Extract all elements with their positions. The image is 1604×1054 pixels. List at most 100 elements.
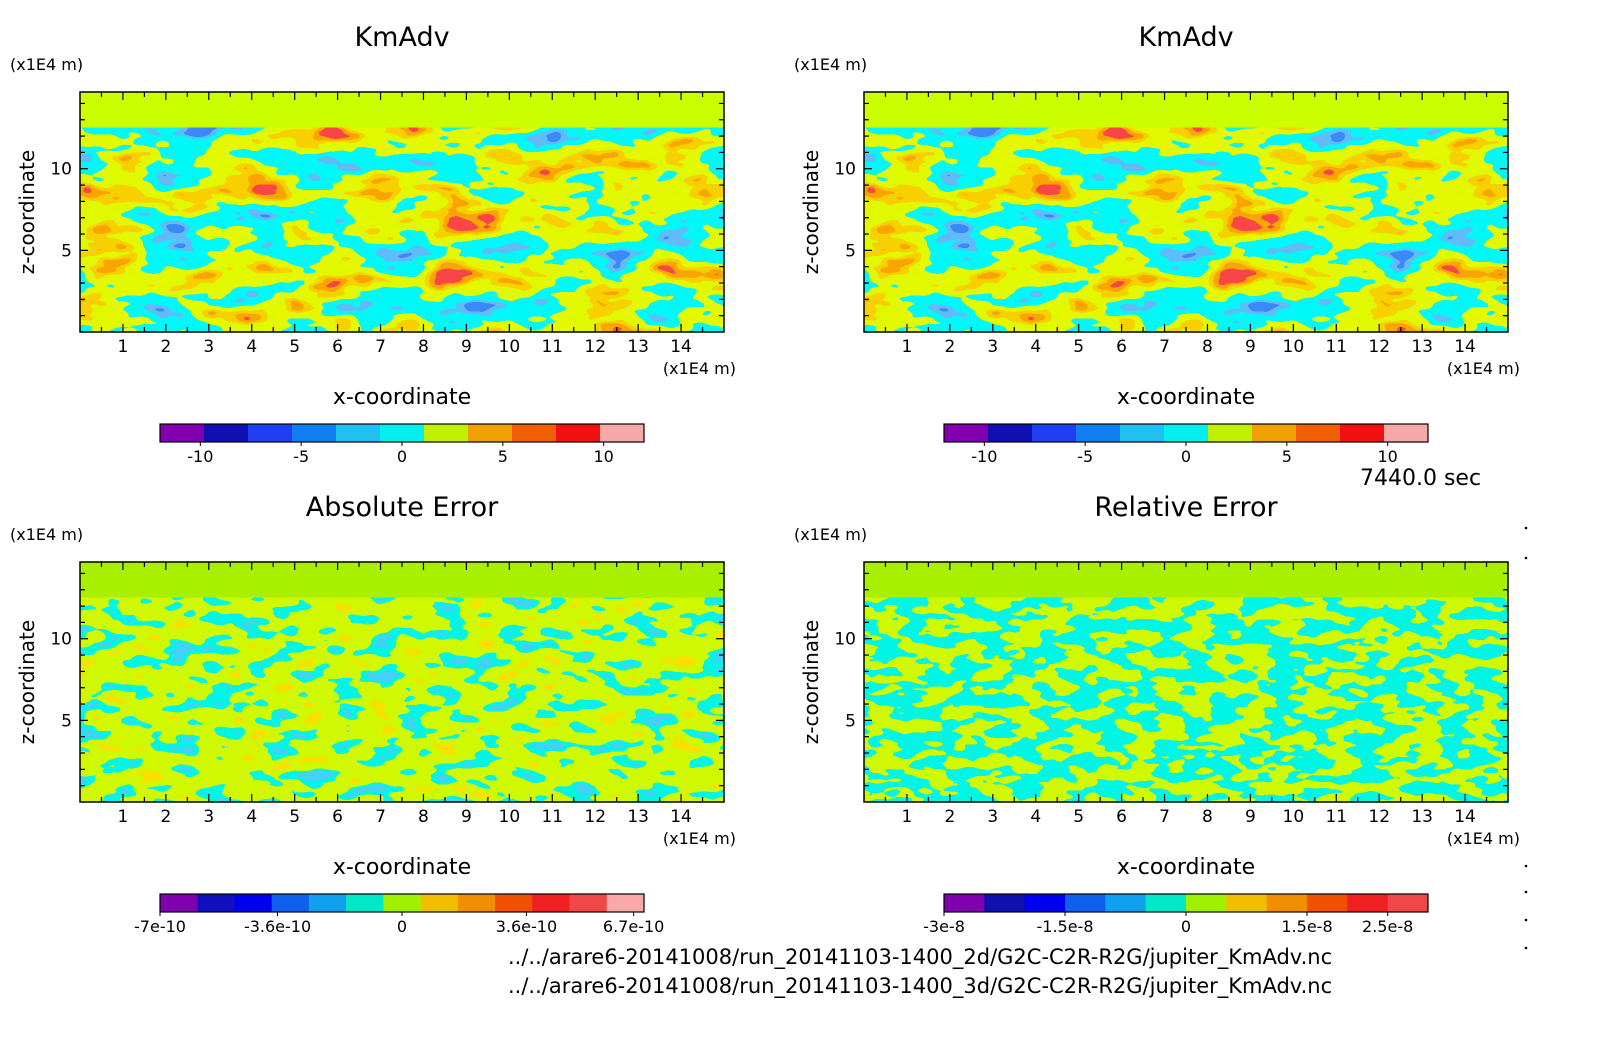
- x-tick-label: 13: [1411, 807, 1433, 827]
- colorbar-segment: [1387, 894, 1429, 912]
- x-tick-label: 2: [160, 337, 171, 357]
- colorbar-segment: [1307, 894, 1348, 912]
- colorbar-segment: [988, 424, 1033, 442]
- colorbar-segment: [160, 894, 198, 912]
- x-tick-label: 5: [1073, 807, 1084, 827]
- x-tick-label: 11: [1325, 337, 1347, 357]
- x-tick-label: 7: [375, 807, 386, 827]
- z-tick-label: 5: [845, 241, 856, 261]
- x-tick-label: 14: [1454, 337, 1476, 357]
- z-tick-label: 10: [834, 630, 856, 650]
- field-upper-region: [80, 92, 724, 128]
- colorbar-segment: [1065, 894, 1106, 912]
- x-tick-label: 7: [1159, 337, 1170, 357]
- x-tick-label: 9: [461, 807, 472, 827]
- colorbar-segment: [336, 424, 381, 442]
- x-tick-label: 8: [1202, 807, 1213, 827]
- panel-4: Relative Error(x1E4 m)1 2 3 4 5 6 7 8 9 10 11 12 13 1…: [794, 492, 1520, 936]
- x-tick-label: 3: [203, 807, 214, 827]
- x-tick-label: 9: [1245, 807, 1256, 827]
- z-unit-label: (x1E4 m): [794, 525, 867, 544]
- colorbar-segment: [1032, 424, 1077, 442]
- x-tick-label: 11: [541, 807, 563, 827]
- colorbar-segment: [1105, 894, 1147, 912]
- colorbar-tick-label: 0: [397, 917, 407, 936]
- colorbar-segment: [1145, 894, 1187, 912]
- colorbar-segment: [606, 894, 645, 912]
- colorbar-segment: [569, 894, 608, 912]
- marker-dot: [1524, 946, 1528, 950]
- colorbar-segment: [197, 894, 235, 912]
- x-tick-label: 8: [418, 337, 429, 357]
- chart-title: KmAdv: [354, 22, 449, 53]
- z-axis-label: z-coordinate: [15, 620, 39, 744]
- z-tick-label: 10: [50, 630, 72, 650]
- x-tick-label: 2: [160, 807, 171, 827]
- source-file-2: ../../arare6-20141008/run_20141103-1400_…: [508, 974, 1333, 998]
- x-tick-label: 2: [944, 337, 955, 357]
- marker-dot: [1524, 864, 1528, 868]
- colorbar-segment: [292, 424, 337, 442]
- colorbar-segment: [1252, 424, 1297, 442]
- z-axis-label: z-coordinate: [15, 150, 39, 274]
- marker-dot: [1524, 526, 1528, 530]
- colorbar-segment: [1164, 424, 1209, 442]
- x-unit-label: (x1E4 m): [1447, 359, 1520, 378]
- z-unit-label: (x1E4 m): [794, 55, 867, 74]
- colorbar-tick-label: 5: [498, 447, 508, 466]
- x-tick-label: 3: [987, 337, 998, 357]
- panel-1: KmAdv(x1E4 m)1 2 3 4 5 6 7 8 9 10 11 12 13 14510(x1E4…: [10, 22, 736, 466]
- colorbar-segment: [248, 424, 293, 442]
- x-tick-label: 12: [1368, 807, 1390, 827]
- colorbar-segment: [1296, 424, 1341, 442]
- x-tick-label: 13: [627, 807, 649, 827]
- colorbar-tick-label: -3e-8: [923, 917, 965, 936]
- field-contour: [80, 127, 724, 332]
- x-tick-label: 4: [1030, 807, 1041, 827]
- colorbar-segment: [944, 894, 985, 912]
- colorbar-segment: [984, 894, 1026, 912]
- colorbar-segment: [1266, 894, 1308, 912]
- colorbar-segment: [512, 424, 557, 442]
- colorbar-segment: [1208, 424, 1253, 442]
- x-tick-label: 7: [375, 337, 386, 357]
- colorbar-tick-label: 0: [397, 447, 407, 466]
- chart-title: Absolute Error: [306, 492, 499, 523]
- panel-3: Absolute Error(x1E4 m)1 2 3 4 5 6 7 8 9 10 11 12 13 1…: [10, 492, 736, 936]
- colorbar-segment: [1226, 894, 1268, 912]
- colorbar-tick-label: 10: [593, 447, 613, 466]
- x-tick-label: 10: [1283, 807, 1305, 827]
- field-contour: [864, 597, 1508, 802]
- x-tick-label: 13: [1411, 337, 1433, 357]
- z-unit-label: (x1E4 m): [10, 525, 83, 544]
- colorbar-tick-label: 0: [1181, 917, 1191, 936]
- x-tick-label: 7: [1159, 807, 1170, 827]
- colorbar-segment: [1340, 424, 1385, 442]
- colorbar-tick-label: -7e-10: [134, 917, 186, 936]
- z-tick-label: 10: [834, 160, 856, 180]
- field-contour: [864, 127, 1508, 332]
- field-upper-region: [864, 562, 1508, 598]
- x-axis-label: x-coordinate: [1117, 385, 1255, 410]
- marker-dot: [1524, 918, 1528, 922]
- x-tick-label: 6: [1116, 337, 1127, 357]
- z-tick-label: 5: [61, 711, 72, 731]
- marker-dot: [1524, 890, 1528, 894]
- colorbar-segment: [424, 424, 469, 442]
- colorbar-tick-label: 1.5e-8: [1281, 917, 1332, 936]
- field-upper-region: [80, 562, 724, 598]
- colorbar-segment: [944, 424, 989, 442]
- z-tick-label: 5: [845, 711, 856, 731]
- chart-title: KmAdv: [1138, 22, 1233, 53]
- colorbar-segment: [160, 424, 205, 442]
- x-tick-label: 6: [332, 337, 343, 357]
- colorbar-tick-label: 3.6e-10: [496, 917, 557, 936]
- marker-dot: [1524, 556, 1528, 560]
- colorbar-segment: [457, 894, 496, 912]
- colorbar-segment: [383, 894, 422, 912]
- chart-title: Relative Error: [1094, 492, 1278, 523]
- colorbar-segment: [204, 424, 249, 442]
- colorbar-tick-label: -3.6e-10: [244, 917, 311, 936]
- colorbar-tick-label: 0: [1181, 447, 1191, 466]
